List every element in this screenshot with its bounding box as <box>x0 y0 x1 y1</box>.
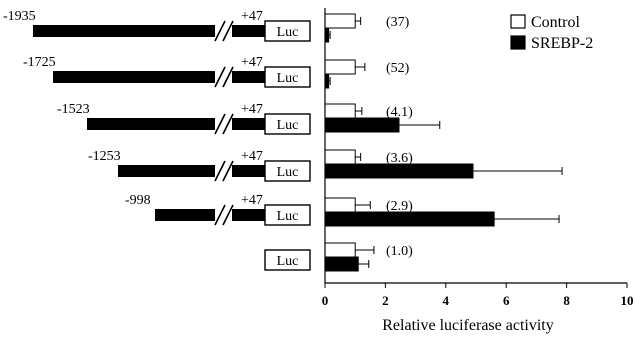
fold-label: (3.6) <box>386 151 413 166</box>
promoter-segment <box>118 165 215 177</box>
promoter-segment <box>232 71 265 83</box>
luc-box <box>264 160 311 182</box>
start-position-label: -1935 <box>3 9 36 24</box>
start-position-label: -1253 <box>88 149 121 164</box>
control-bar <box>324 13 356 29</box>
fold-label: (1.0) <box>386 244 413 259</box>
x-tick-label: 6 <box>503 293 510 308</box>
break-mark <box>214 20 226 42</box>
luc-label: Luc <box>277 71 299 86</box>
x-axis-label: Relative luciferase activity <box>382 317 553 334</box>
control-bar <box>324 59 356 75</box>
break-mark <box>214 160 226 182</box>
control-bar <box>324 197 356 213</box>
construct-row: -1725 +47 Luc <box>23 55 311 88</box>
break-mark <box>222 160 234 182</box>
fold-label: (52) <box>386 61 410 76</box>
luc-box <box>264 20 311 42</box>
luc-label: Luc <box>277 209 299 224</box>
legend-label-srebp2: SREBP-2 <box>531 35 593 52</box>
promoter-segment <box>232 165 265 177</box>
luc-box <box>264 204 311 226</box>
construct-row: -1253 +47 Luc <box>88 149 311 182</box>
luc-box <box>264 113 311 135</box>
x-tick-label: 10 <box>621 293 634 308</box>
break-mark <box>214 204 226 226</box>
promoter-segment <box>232 118 265 130</box>
start-position-label: -998 <box>125 193 151 208</box>
bar-chart: (37) (52) (4.1) (3.6) (2.9) (1.0) 0 2 4 6 8 10 Rela… <box>322 8 634 334</box>
x-tick-label: 8 <box>563 293 570 308</box>
legend-label-control: Control <box>531 14 580 31</box>
luc-label: Luc <box>277 118 299 133</box>
fold-label: (4.1) <box>386 105 413 120</box>
luc-box <box>264 249 311 271</box>
construct-row: Luc <box>264 249 311 271</box>
x-tick-label: 4 <box>443 293 450 308</box>
legend-swatch-srebp2 <box>510 35 526 50</box>
srebp2-bar <box>324 256 359 272</box>
end-position-label: +47 <box>241 55 263 70</box>
luc-label: Luc <box>277 25 299 40</box>
promoter-segment <box>155 209 215 221</box>
break-mark <box>222 66 234 88</box>
end-position-label: +47 <box>241 149 263 164</box>
break-mark <box>222 113 234 135</box>
end-position-label: +47 <box>241 9 263 24</box>
break-mark <box>214 113 226 135</box>
end-position-label: +47 <box>241 193 263 208</box>
srebp2-bar <box>324 117 400 133</box>
x-tick-label: 0 <box>322 293 329 308</box>
x-tick-label: 2 <box>382 293 389 308</box>
legend-swatch-control <box>510 14 526 29</box>
break-mark <box>222 204 234 226</box>
start-position-label: -1725 <box>23 55 56 70</box>
srebp2-bar <box>324 211 495 227</box>
control-bar <box>324 103 356 119</box>
promoter-segment <box>53 71 215 83</box>
promoter-segment <box>33 25 215 37</box>
construct-row: -1935 +47 Luc <box>3 9 311 42</box>
bars: (37) (52) (4.1) (3.6) (2.9) (1.0) <box>324 13 563 272</box>
fold-label: (37) <box>386 15 410 30</box>
srebp2-bar <box>324 163 474 179</box>
promoter-segment <box>232 25 265 37</box>
construct-row: -1523 +47 Luc <box>57 102 311 135</box>
break-mark <box>214 66 226 88</box>
luc-label: Luc <box>277 165 299 180</box>
start-position-label: -1523 <box>57 102 90 117</box>
control-bar <box>324 149 356 165</box>
fold-label: (2.9) <box>386 199 413 214</box>
construct-row: -998 +47 Luc <box>125 193 311 226</box>
luc-box <box>264 66 311 88</box>
promoter-segment <box>232 209 265 221</box>
control-bar <box>324 242 356 258</box>
x-axis: 0 2 4 6 8 10 Relative luciferase activity <box>322 8 634 334</box>
legend: Control SREBP-2 <box>510 14 593 52</box>
luc-label: Luc <box>277 254 299 269</box>
break-mark <box>222 20 234 42</box>
promoter-constructs: -1935 +47 Luc -1725 +47 Luc -1523 +47 Luc -1253 +4… <box>3 9 311 271</box>
promoter-segment <box>87 118 215 130</box>
end-position-label: +47 <box>241 102 263 117</box>
